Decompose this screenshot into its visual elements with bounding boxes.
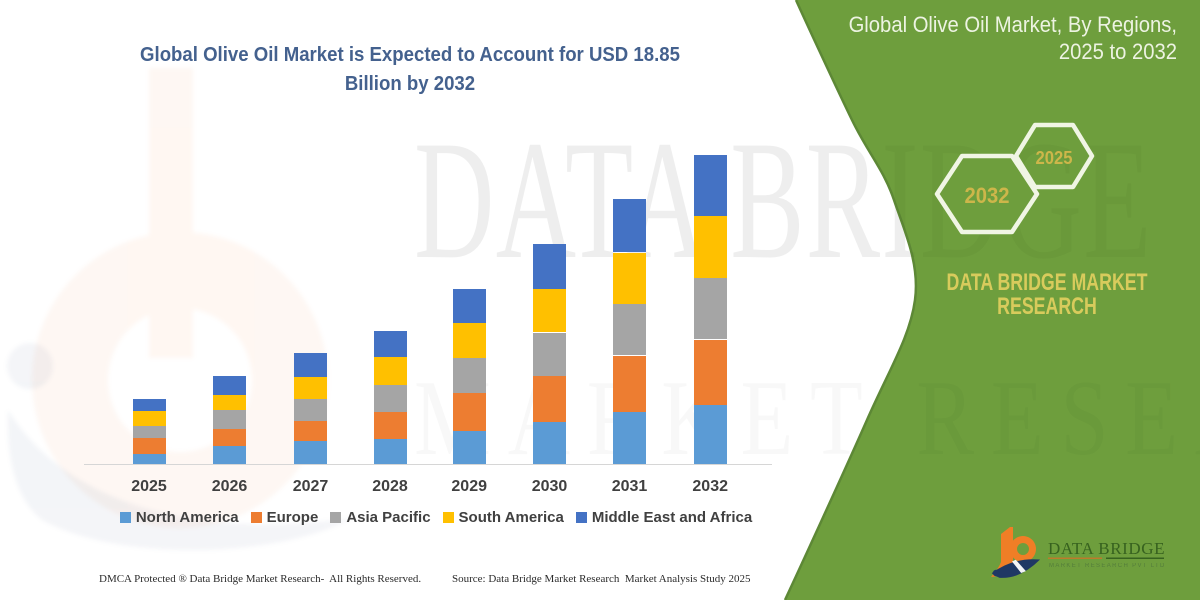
svg-text:2032: 2032 <box>965 183 1010 208</box>
svg-text:DATA BRIDGE: DATA BRIDGE <box>1048 539 1165 558</box>
svg-text:2025: 2025 <box>1036 148 1073 168</box>
svg-text:MARKET RESEARCH PVT LTD: MARKET RESEARCH PVT LTD <box>1049 563 1166 569</box>
